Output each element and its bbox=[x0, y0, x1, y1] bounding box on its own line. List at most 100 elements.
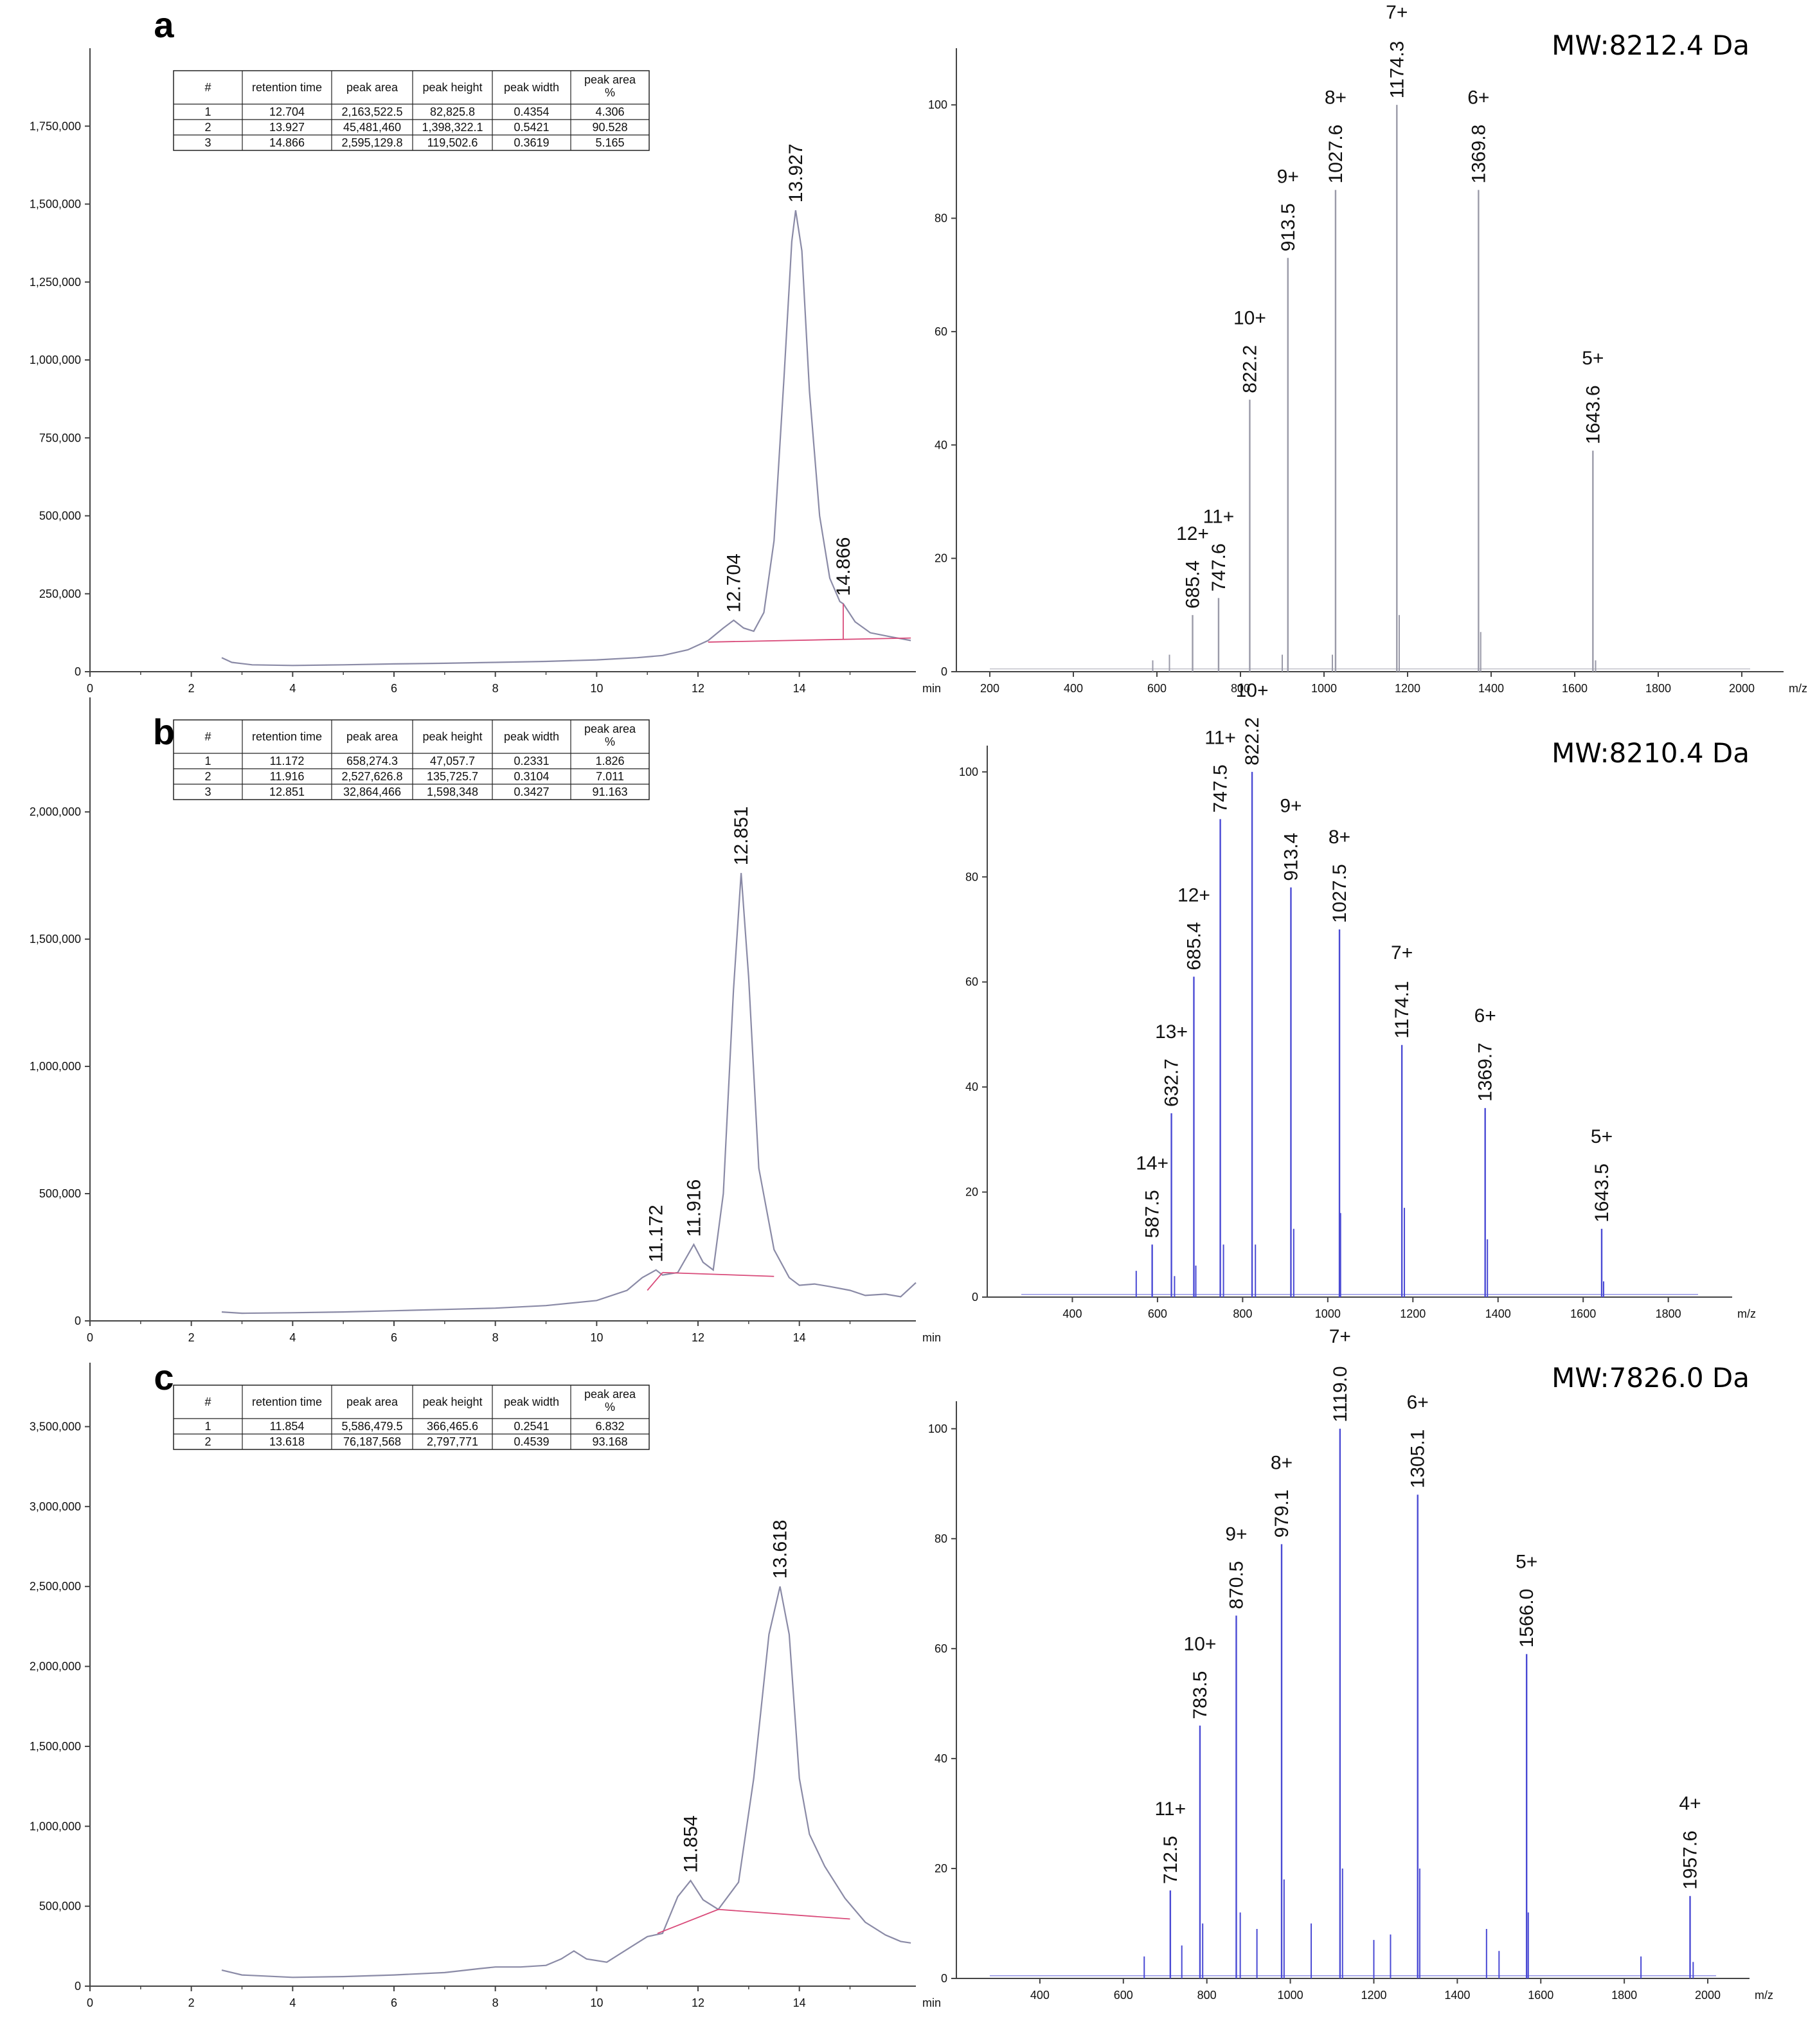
ms-peak-mz-label: 1643.6 bbox=[1582, 385, 1604, 444]
peak-rt-label: 11.854 bbox=[681, 1815, 702, 1873]
peak-rt-label: 11.172 bbox=[646, 1205, 667, 1262]
peak-table: # retention time peak area peak height peak … bbox=[173, 1385, 650, 1450]
y-tick-label: 500,000 bbox=[39, 510, 81, 523]
y-tick-label: 100 bbox=[928, 98, 947, 111]
x-tick-label: 2 bbox=[188, 1331, 195, 1344]
ms-charge-label: 14+ bbox=[1136, 1152, 1168, 1174]
table-cell: 11.854 bbox=[270, 1420, 305, 1433]
x-tick-label: 800 bbox=[1231, 682, 1250, 695]
x-tick-label: 1400 bbox=[1478, 682, 1504, 695]
ms-peak-mz-label: 1643.5 bbox=[1591, 1163, 1613, 1223]
ms-charge-label: 4+ bbox=[1679, 1793, 1701, 1815]
table-header-cell: peak height bbox=[422, 1395, 482, 1408]
x-tick-label: 600 bbox=[1148, 1307, 1167, 1320]
integration-baseline bbox=[647, 1272, 663, 1291]
ms-peak-mz-label: 632.7 bbox=[1161, 1059, 1183, 1107]
integration-baseline bbox=[708, 637, 911, 643]
table-header-cell: peak area bbox=[346, 1395, 398, 1408]
ms-peak-mz-label: 685.4 bbox=[1183, 922, 1204, 970]
y-tick-label: 80 bbox=[935, 1532, 947, 1545]
y-tick-label: 500,000 bbox=[39, 1187, 81, 1200]
chromatogram-c: 0 2 4 6 8 10 12 14 min0500,0001,000,0001,500,000… bbox=[30, 1363, 941, 2009]
peak-rt-label: 13.927 bbox=[785, 143, 807, 202]
table-cell: 76,187,568 bbox=[343, 1435, 401, 1448]
panel-letter: c bbox=[154, 1357, 174, 1397]
table-cell: 32,864,466 bbox=[343, 785, 401, 798]
x-tick-label: 0 bbox=[87, 1996, 93, 2009]
peak-table: # retention time peak area peak height peak … bbox=[173, 719, 650, 800]
peak-rt-label: 13.618 bbox=[770, 1520, 791, 1579]
x-tick-label: 10 bbox=[590, 1331, 603, 1344]
y-tick-label: 2,500,000 bbox=[30, 1580, 81, 1593]
ms-peak-mz-label: 1566.0 bbox=[1516, 1589, 1537, 1648]
integration-baseline bbox=[662, 1271, 774, 1277]
x-tick-label: 200 bbox=[980, 682, 999, 695]
chromatogram-b: 0 2 4 6 8 10 12 14 min0500,0001,000,0001,500,000… bbox=[30, 697, 941, 1344]
table-header-cell: peak width bbox=[504, 1395, 559, 1408]
panel-letter: a bbox=[154, 4, 174, 45]
table-cell: 4.306 bbox=[595, 105, 624, 118]
ms-peak-mz-label: 587.5 bbox=[1142, 1190, 1163, 1238]
ms-peak-mz-label: 822.2 bbox=[1239, 345, 1260, 393]
x-tick-label: 2 bbox=[188, 1996, 195, 2009]
x-tick-label: 1400 bbox=[1444, 1989, 1470, 2002]
chromatogram-a: 0 2 4 6 8 10 12 14 min0250,000500,000750,0001,00… bbox=[30, 48, 941, 695]
x-tick-label: 2000 bbox=[1695, 1989, 1721, 2002]
table-cell: 11.916 bbox=[270, 770, 305, 783]
table-cell: 90.528 bbox=[592, 121, 627, 134]
y-tick-label: 0 bbox=[972, 1291, 978, 1304]
ms-charge-label: 11+ bbox=[1204, 727, 1236, 748]
x-tick-label: 800 bbox=[1233, 1307, 1252, 1320]
table-cell: 0.3619 bbox=[514, 136, 549, 149]
x-tick-label: 1600 bbox=[1528, 1989, 1553, 2002]
ms-peak-mz-label: 1957.6 bbox=[1680, 1831, 1701, 1890]
table-cell: 12.851 bbox=[269, 785, 305, 798]
x-tick-label: 800 bbox=[1197, 1989, 1217, 2002]
mw-title: MW:8210.4 Da bbox=[1552, 737, 1750, 769]
ms-charge-label: 7+ bbox=[1329, 1326, 1351, 1347]
chromatogram-trace bbox=[221, 210, 911, 667]
ms-charge-label: 12+ bbox=[1177, 885, 1210, 906]
x-tick-label: 400 bbox=[1030, 1989, 1050, 2002]
integration-baseline bbox=[657, 1908, 719, 1934]
x-tick-label: 1400 bbox=[1485, 1307, 1511, 1320]
x-tick-label: 6 bbox=[391, 1996, 397, 2009]
x-tick-label: 10 bbox=[590, 1996, 603, 2009]
y-tick-label: 1,750,000 bbox=[30, 120, 81, 132]
x-tick-label: 4 bbox=[289, 682, 296, 695]
table-cell: 1.826 bbox=[595, 755, 624, 767]
table-cell: 1,598,348 bbox=[427, 785, 478, 798]
ms-peak-mz-label: 913.5 bbox=[1278, 203, 1299, 251]
y-tick-label: 250,000 bbox=[39, 587, 81, 600]
y-tick-label: 750,000 bbox=[39, 431, 81, 444]
mass-spectrum-b: 400 600 800 1000 1200 1400 1600 1800 m/z 0 20 40 60 8… bbox=[959, 680, 1756, 1320]
ms-charge-label: 6+ bbox=[1407, 1392, 1429, 1413]
y-tick-label: 40 bbox=[965, 1080, 978, 1093]
x-tick-label: 1000 bbox=[1315, 1307, 1341, 1320]
ms-charge-label: 11+ bbox=[1155, 1798, 1186, 1820]
table-cell: 5.165 bbox=[595, 136, 624, 149]
y-tick-label: 100 bbox=[959, 766, 978, 778]
table-cell: 1 bbox=[204, 755, 211, 767]
ms-peak-mz-label: 979.1 bbox=[1271, 1489, 1293, 1537]
table-cell: 119,502.6 bbox=[427, 136, 478, 149]
ms-charge-label: 6+ bbox=[1474, 1005, 1496, 1026]
peak-rt-label: 12.851 bbox=[731, 806, 752, 865]
x-unit-label: m/z bbox=[1755, 1989, 1773, 2002]
table-cell: 1 bbox=[204, 1420, 211, 1433]
x-tick-label: 0 bbox=[87, 682, 93, 695]
ms-peak-mz-label: 685.4 bbox=[1183, 560, 1204, 609]
x-tick-label: 1200 bbox=[1361, 1989, 1386, 2002]
table-cell: 11.172 bbox=[270, 755, 305, 767]
y-tick-label: 1,000,000 bbox=[30, 354, 81, 366]
y-tick-label: 0 bbox=[75, 1980, 81, 1993]
x-unit-label: m/z bbox=[1737, 1307, 1756, 1320]
ms-peak-mz-label: 1027.6 bbox=[1325, 125, 1347, 184]
y-tick-label: 60 bbox=[935, 1642, 947, 1655]
y-tick-label: 1,000,000 bbox=[30, 1060, 81, 1073]
peak-rt-label: 14.866 bbox=[833, 537, 854, 596]
table-cell: 91.163 bbox=[592, 785, 627, 798]
y-tick-label: 40 bbox=[935, 438, 947, 451]
x-tick-label: 8 bbox=[492, 682, 499, 695]
table-cell: 135,725.7 bbox=[427, 770, 478, 783]
